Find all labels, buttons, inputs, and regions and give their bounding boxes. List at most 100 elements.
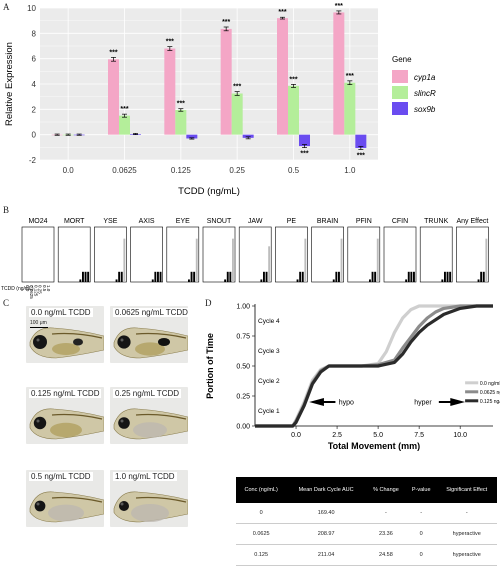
fish-image: 0.125 ng/mL TCDD [26, 387, 104, 444]
fish-image-label: 1.0 ng/mL TCDD [113, 472, 177, 481]
phenotype-label: PFIN [356, 218, 372, 225]
bar [277, 18, 288, 135]
table-cell: 0.0625 [236, 523, 287, 545]
table-row: 0.0625 208.97 23.36 0 hyperactive [236, 523, 497, 545]
conc-tick-label: 0.5 [42, 285, 47, 292]
phenotype-label: EYE [176, 218, 190, 225]
bar [242, 134, 254, 138]
y-tick-label: 0.50 [236, 364, 250, 371]
table-cell: 0 [236, 503, 287, 524]
fish-image: 0.0 ng/mL TCDD 100 μm [26, 306, 104, 363]
legend-label: 0.125 ng/mL TCDD [480, 399, 500, 405]
swim-bladder [73, 338, 83, 346]
yolk-sac [48, 504, 84, 522]
bar [344, 82, 356, 135]
movement-cdf-chart: 0.00 0.25 0.50 0.75 1.00 0.0 2.5 5.0 7.5 10.0 Tota… [205, 304, 500, 452]
x-tick-label: 0.5 [288, 166, 300, 175]
table-cell: - [436, 503, 497, 524]
incidence-bar [193, 271, 196, 282]
incidence-bar [413, 271, 415, 282]
pigment-line [135, 332, 187, 339]
phenotype-label: PE [287, 218, 297, 225]
fish-image: 0.0625 ng/mL TCDD [110, 306, 188, 363]
bar [186, 134, 198, 139]
phenotype-label: TRUNK [424, 218, 448, 225]
legend-label: 0.0 ng/mL TCDD [480, 381, 500, 387]
panel-letter-c: C [3, 298, 10, 308]
x-tick-label: 5.0 [373, 432, 383, 439]
incidence-bar [195, 238, 198, 282]
significance-label: *** [346, 73, 354, 80]
conc-tick-label: 0.0625 [29, 285, 34, 299]
significance-label: *** [120, 106, 128, 113]
y-tick-label: 10 [27, 4, 36, 13]
incidence-bar [332, 279, 335, 282]
y-tick-label: 0.00 [236, 424, 250, 431]
eye-highlight [120, 419, 124, 423]
conc-tick-label: 0.125 [33, 285, 38, 297]
incidence-bar [301, 271, 304, 282]
yolk-sac [135, 342, 165, 356]
fish-image: 1.0 ng/mL TCDD [110, 470, 188, 527]
incidence-bar [407, 271, 410, 282]
table-row: 0 169.40 - - - [236, 503, 497, 524]
significance-label: *** [289, 76, 297, 83]
fish-image-label: 0.0625 ng/mL TCDD [113, 308, 188, 317]
panel-letter-d: D [205, 298, 212, 308]
significance-label: *** [222, 19, 230, 26]
phenotype-panel [21, 226, 55, 283]
hypo-arrow-head [309, 398, 324, 406]
bar [333, 12, 345, 135]
conc-tick-label: 0.25 [38, 285, 43, 294]
incidence-bar [405, 279, 408, 282]
legend-swatch [392, 86, 408, 99]
legend-swatch [392, 102, 408, 115]
phenotype-incidence-chart: MO24 MORT YSE AXIS EYE SNOUT JAW PE BRAIN PFIN CFI… [1, 218, 489, 299]
incidence-bar [82, 271, 84, 282]
fish-image: 0.5 ng/mL TCDD [26, 470, 104, 527]
col-header-conc: Conc (ng/mL) [236, 477, 287, 503]
y-axis-label: Relative Expression [4, 42, 15, 126]
scale-bar: 100 μm [30, 320, 47, 326]
fish-drawing [113, 491, 188, 523]
eye-highlight [36, 338, 40, 342]
pigment-line [135, 496, 187, 503]
incidence-bar [159, 271, 162, 282]
incidence-bar [79, 279, 82, 282]
table-cell: 0 [405, 544, 437, 566]
x-tick-label: 0.25 [229, 166, 245, 175]
fish-drawing [113, 408, 188, 440]
arrow-label-hypo: hypo [339, 400, 354, 407]
significance-label: *** [278, 9, 286, 16]
y-tick-label: 6 [32, 55, 37, 64]
incidence-bar [446, 271, 449, 282]
incidence-bar [482, 271, 485, 282]
phenotype-label: Any Effect [457, 218, 489, 225]
yolk-sac [50, 422, 82, 438]
significance-label: *** [300, 151, 308, 158]
hyper-arrow-head [450, 398, 466, 406]
incidence-bar [229, 271, 232, 282]
legend-title: Gene [392, 55, 412, 64]
axis-caption: TCDD (ng/mL) [1, 286, 34, 292]
table-cell: - [405, 503, 437, 524]
yolk-sac [52, 343, 80, 355]
incidence-bar [335, 271, 338, 282]
phenotype-label: JAW [248, 218, 263, 225]
bar [220, 28, 232, 135]
x-tick-label: 0.0 [63, 166, 75, 175]
incidence-bar [340, 238, 343, 282]
incidence-bar [265, 271, 268, 282]
fish-image-label: 0.0 ng/mL TCDD [29, 308, 93, 317]
fish-eye [119, 501, 129, 511]
legend-swatch [392, 70, 408, 83]
bar [108, 59, 119, 135]
fish-eye [118, 417, 130, 429]
phenotype-panel [202, 226, 236, 283]
table-cell: 211.04 [286, 544, 366, 566]
x-tick-label: 0.0 [291, 432, 301, 439]
incidence-bar [154, 271, 157, 282]
table-cell: hyperactive [436, 523, 497, 545]
incidence-bar [410, 271, 413, 282]
legend-label: sox9b [414, 105, 436, 114]
